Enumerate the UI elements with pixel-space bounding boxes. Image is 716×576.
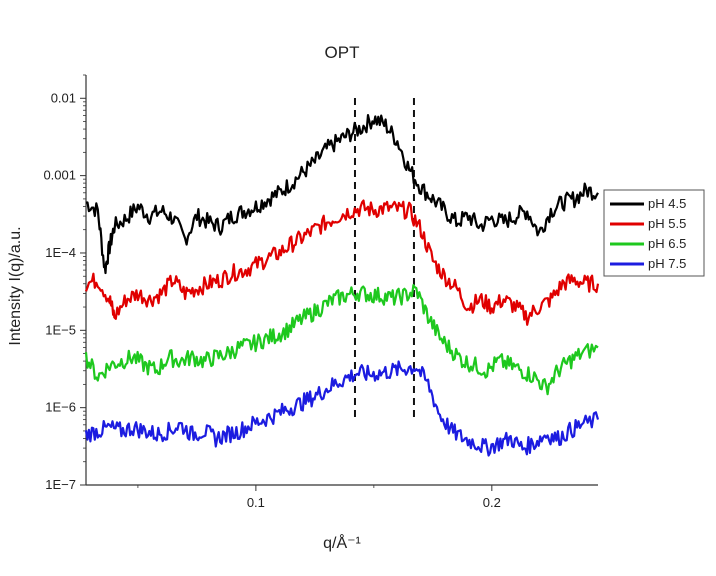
y-tick-label: 1E−5 bbox=[45, 322, 76, 337]
legend-label: pH 5.5 bbox=[648, 216, 686, 231]
x-tick-label: 0.2 bbox=[483, 495, 501, 510]
legend-label: pH 4.5 bbox=[648, 196, 686, 211]
legend-label: pH 7.5 bbox=[648, 256, 686, 271]
chart-title: OPT bbox=[325, 43, 360, 62]
plot-area: 0.01 0.001 1E−4 1E−5 1E−6 1E−7 0.1 0.2 bbox=[43, 74, 600, 510]
y-tick-label: 1E−4 bbox=[45, 245, 76, 260]
legend: pH 4.5 pH 5.5 pH 6.5 pH 7.5 bbox=[603, 189, 705, 277]
y-tick-label: 1E−6 bbox=[45, 400, 76, 415]
series-line-ph-5-5 bbox=[84, 199, 600, 326]
y-axis-label: Intensity I(q)/a.u. bbox=[7, 226, 24, 345]
y-tick-label: 1E−7 bbox=[45, 477, 76, 492]
x-tick-label: 0.1 bbox=[247, 495, 265, 510]
x-axis-label: q/Å⁻¹ bbox=[323, 533, 361, 552]
series-line-ph-7-5 bbox=[84, 360, 600, 457]
series-line-ph-4-5 bbox=[85, 114, 599, 275]
y-tick-label: 0.001 bbox=[43, 168, 76, 183]
y-tick-label: 0.01 bbox=[51, 90, 76, 105]
series-line-ph-6-5 bbox=[84, 284, 599, 396]
legend-label: pH 6.5 bbox=[648, 236, 686, 251]
